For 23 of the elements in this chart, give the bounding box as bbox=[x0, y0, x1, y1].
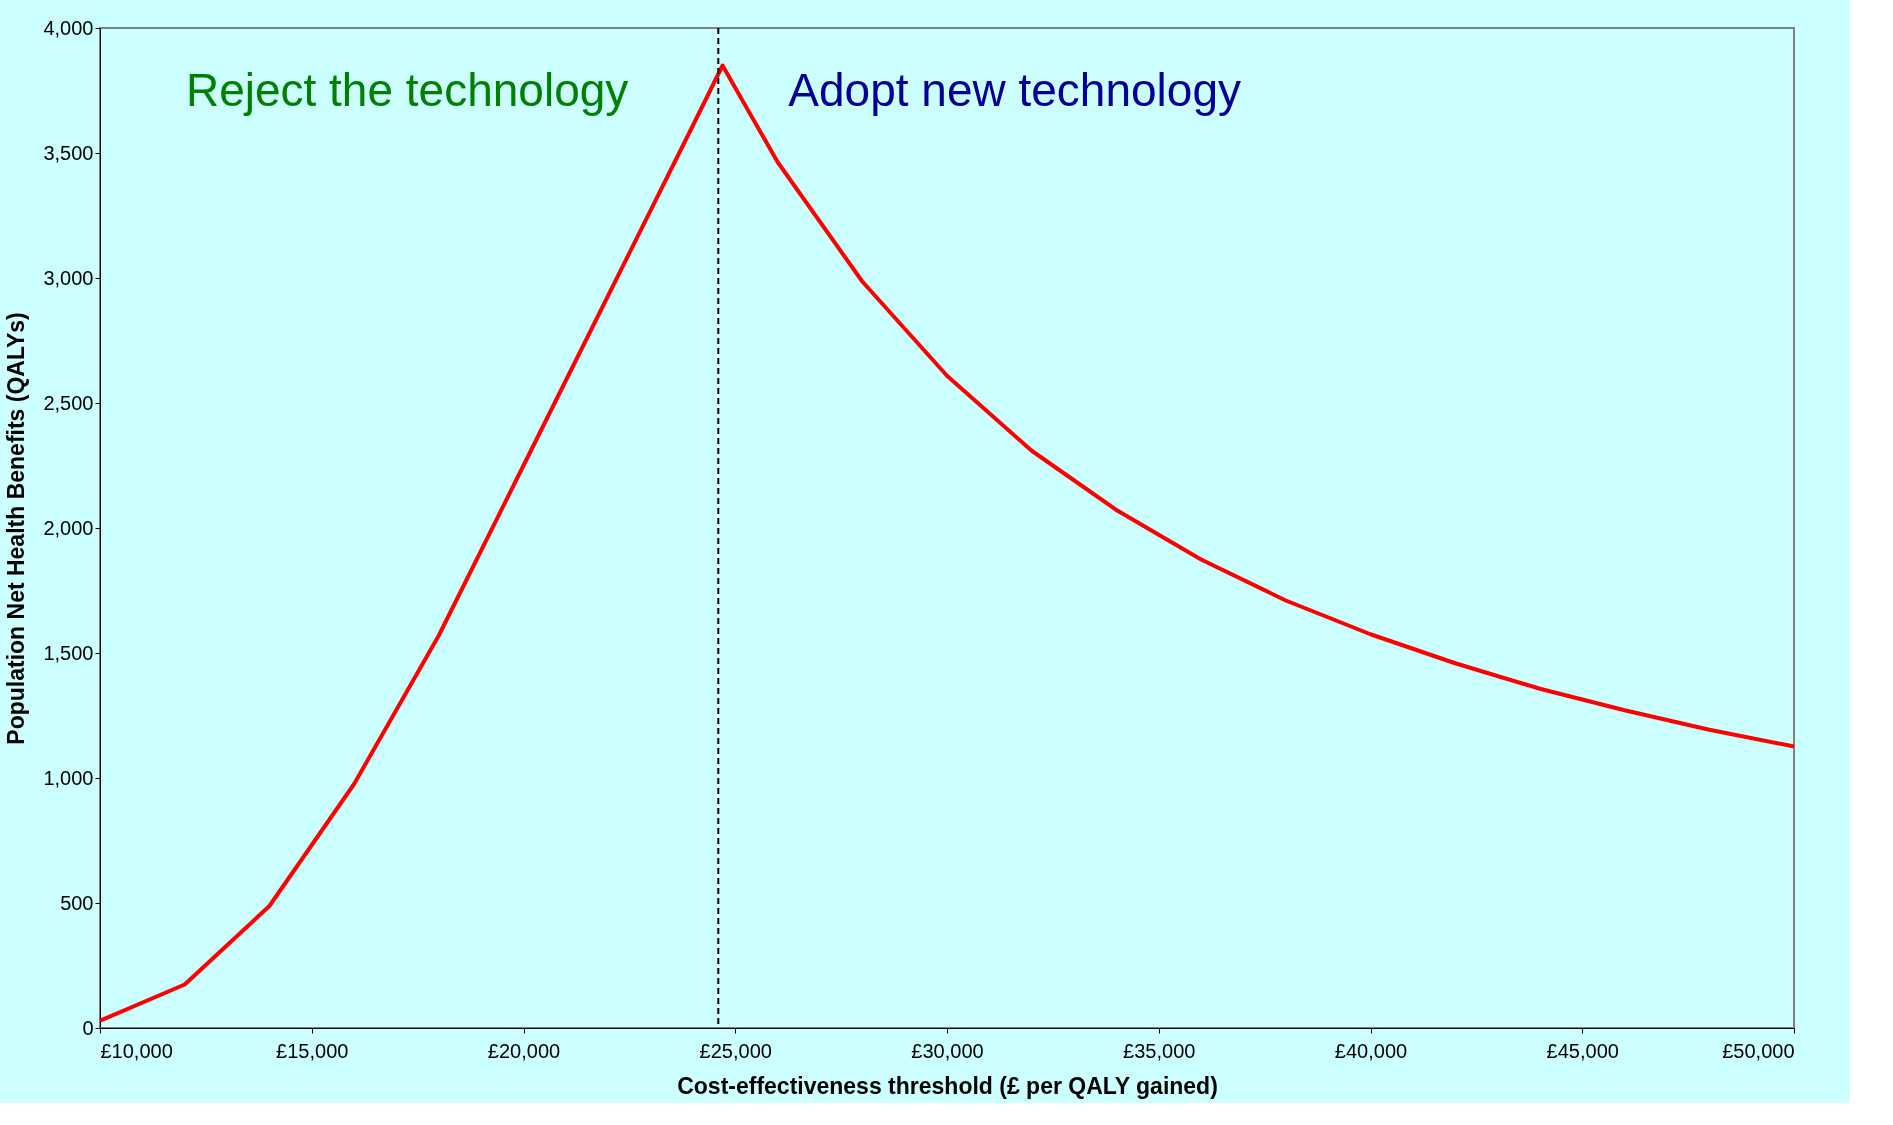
x-tick-label: £25,000 bbox=[699, 1039, 772, 1062]
y-tick-label: 3,000 bbox=[43, 266, 94, 289]
y-tick-label: 500 bbox=[60, 891, 94, 914]
x-tick-label: £30,000 bbox=[911, 1039, 984, 1062]
y-tick-label: 0 bbox=[82, 1016, 94, 1039]
x-tick-label: £45,000 bbox=[1546, 1039, 1619, 1062]
annotation: Reject the technology bbox=[185, 64, 629, 116]
annotation: Adopt new technology bbox=[788, 64, 1241, 116]
x-tick-label: £40,000 bbox=[1334, 1039, 1408, 1062]
x-tick-label: £20,000 bbox=[487, 1039, 561, 1062]
x-tick-label: £35,000 bbox=[1123, 1039, 1196, 1062]
x-tick-label: £50,000 bbox=[1722, 1039, 1795, 1062]
y-tick-label: 4,000 bbox=[43, 16, 94, 39]
y-tick-label: 3,500 bbox=[43, 141, 94, 164]
x-axis-title: Cost-effectiveness threshold (£ per QALY gained) bbox=[677, 1072, 1218, 1099]
x-tick-label: £10,000 bbox=[100, 1039, 173, 1062]
line-series bbox=[98, 63, 1796, 1023]
y-tick-label: 2,000 bbox=[43, 516, 94, 539]
x-tick-label: £15,000 bbox=[276, 1039, 349, 1062]
y-axis-title: Population Net Health Benefits (QALYs) bbox=[3, 312, 30, 745]
y-tick-label: 1,500 bbox=[43, 641, 94, 664]
y-tick-label: 2,500 bbox=[43, 391, 94, 414]
y-tick-label: 1,000 bbox=[43, 766, 94, 789]
